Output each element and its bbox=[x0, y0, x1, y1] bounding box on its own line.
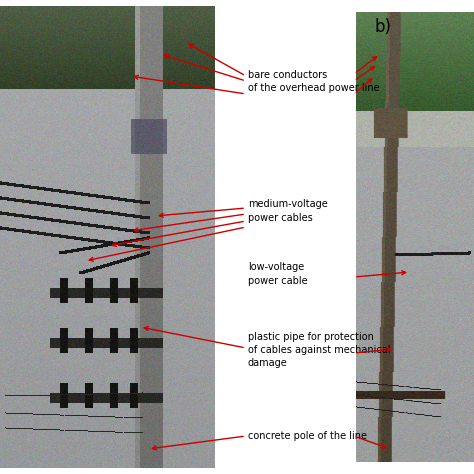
Text: low-voltage
power cable: low-voltage power cable bbox=[248, 263, 308, 286]
Text: b): b) bbox=[375, 18, 392, 36]
Bar bbox=[0, 468, 215, 474]
Text: bare conductors
of the overhead power line: bare conductors of the overhead power li… bbox=[248, 70, 380, 93]
Bar bbox=[215, 0, 356, 474]
Text: plastic pipe for protection
of cables against mechanical
damage: plastic pipe for protection of cables ag… bbox=[248, 332, 391, 368]
Text: concrete pole of the line: concrete pole of the line bbox=[248, 431, 367, 441]
Text: medium-voltage
power cables: medium-voltage power cables bbox=[248, 200, 328, 223]
Bar bbox=[0, 0, 215, 6]
